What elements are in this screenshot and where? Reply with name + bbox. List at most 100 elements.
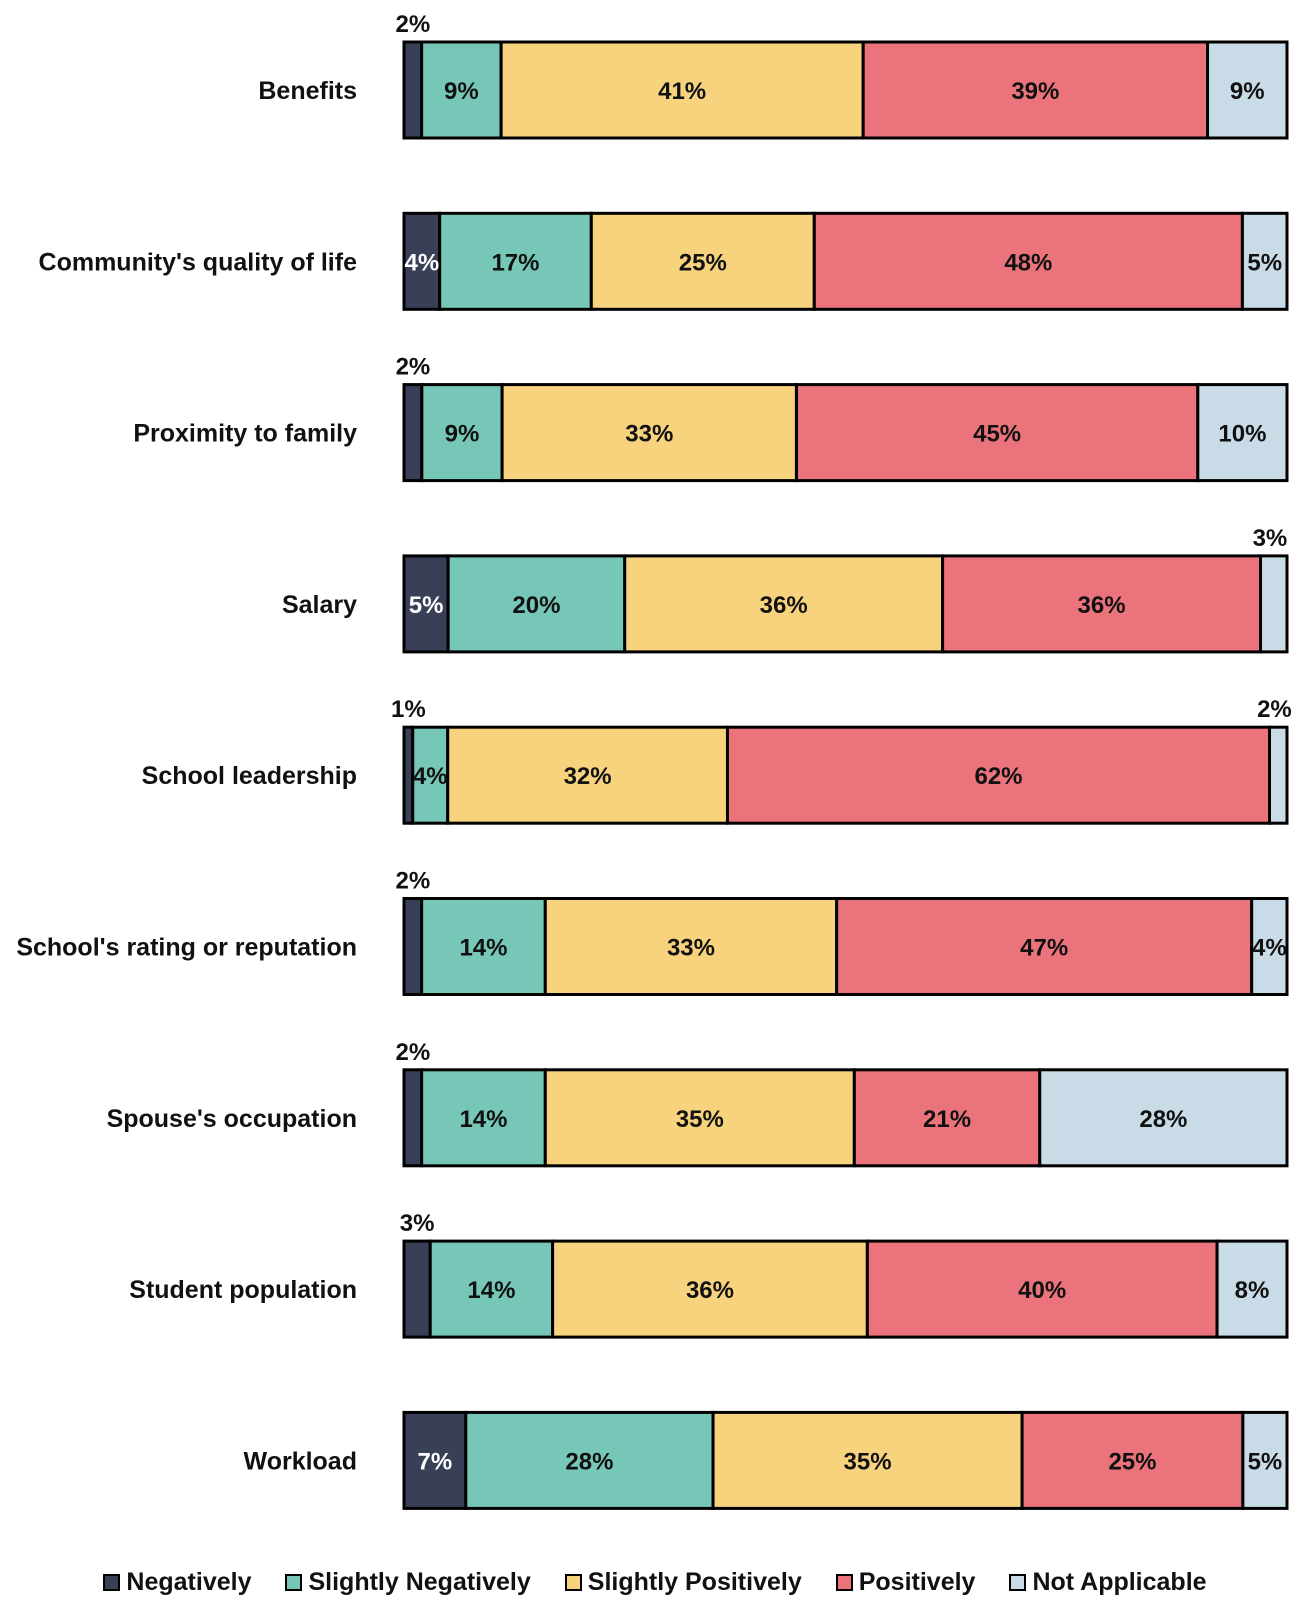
data-label: 7% — [418, 1448, 453, 1475]
data-label: 20% — [512, 592, 560, 619]
category-label: Community's quality of life — [39, 248, 358, 276]
bar-row-school-s-rating-or-reputation: School's rating or reputation 2% 14% 33% 47%… — [16, 868, 1289, 996]
data-label: 2% — [1257, 696, 1292, 723]
stacked-bar-chart: Benefits 2% 9% 41% 39% 9% Community's quality … — [16, 11, 1292, 1510]
data-label: 10% — [1218, 421, 1266, 448]
category-label: Proximity to family — [133, 420, 357, 448]
data-label: 35% — [676, 1106, 724, 1133]
legend-item-positively: Positively — [835, 1568, 976, 1597]
data-label: 8% — [1235, 1277, 1270, 1304]
data-label: 41% — [658, 78, 706, 105]
data-label: 36% — [760, 592, 808, 619]
category-label: Salary — [282, 591, 357, 619]
category-label: School's rating or reputation — [16, 934, 357, 962]
legend-label: Slightly Negatively — [308, 1568, 531, 1596]
category-label: Student population — [129, 1276, 357, 1304]
bar-segment-negatively — [402, 211, 442, 311]
bar-segment-negatively — [402, 1410, 468, 1510]
data-label: 4% — [1252, 935, 1287, 962]
bar-segment-not-applicable — [1196, 383, 1289, 483]
data-label: 33% — [625, 421, 673, 448]
bar-segment-slightly-negatively — [464, 1410, 715, 1510]
legend-swatch — [835, 1574, 853, 1591]
bar-segment-positively — [941, 554, 1263, 654]
bar-segment-not-applicable — [1268, 725, 1289, 825]
data-label: 36% — [1078, 592, 1126, 619]
data-label: 17% — [491, 249, 539, 276]
bar-row-proximity-to-family: Proximity to family 2% 9% 33% 45% 10% — [133, 354, 1289, 483]
data-label: 1% — [391, 696, 426, 723]
bar-segment-positively — [812, 211, 1244, 311]
data-label: 14% — [459, 1106, 507, 1133]
data-label: 9% — [444, 78, 479, 105]
data-label: 62% — [974, 763, 1022, 790]
bar-segment-positively — [1020, 1410, 1245, 1510]
bar-segment-negatively — [402, 1068, 424, 1168]
legend-item-slightly-positively: Slightly Positively — [564, 1568, 802, 1597]
data-label: 40% — [1018, 1277, 1066, 1304]
bar-segment-positively — [794, 383, 1200, 483]
bar-segment-slightly-negatively — [411, 725, 450, 825]
bar-row-student-population: Student population 3% 14% 36% 40% 8% — [129, 1210, 1289, 1339]
bar-segment-positively — [865, 1239, 1219, 1339]
category-label: School leadership — [142, 762, 357, 790]
bar-segment-slightly-negatively — [420, 1068, 547, 1168]
bar-segment-negatively — [402, 1239, 432, 1339]
bar-segment-slightly-negatively — [420, 383, 504, 483]
data-label: 48% — [1004, 249, 1052, 276]
data-label: 2% — [395, 868, 430, 895]
legend-item-slightly-negatively: Slightly Negatively — [285, 1568, 531, 1597]
data-label: 35% — [844, 1448, 892, 1475]
bar-segment-not-applicable — [1206, 40, 1289, 140]
data-label: 2% — [396, 354, 431, 381]
category-label: Workload — [244, 1447, 357, 1475]
bar-segment-slightly-negatively — [438, 211, 593, 311]
legend-label: Negatively — [126, 1568, 252, 1596]
data-label: 5% — [409, 592, 444, 619]
data-label: 28% — [565, 1448, 613, 1475]
bar-row-school-leadership: School leadership 1% 4% 32% 62% 2% — [142, 696, 1292, 825]
data-label: 5% — [1248, 1448, 1283, 1475]
bar-segment-slightly-positively — [446, 725, 729, 825]
data-label: 47% — [1020, 935, 1068, 962]
bar-segment-slightly-positively — [589, 211, 816, 311]
data-label: 2% — [395, 1039, 430, 1066]
bar-segment-not-applicable — [1240, 211, 1289, 311]
data-label: 3% — [400, 1210, 435, 1237]
bar-segment-slightly-positively — [551, 1239, 869, 1339]
data-label: 28% — [1139, 1106, 1187, 1133]
data-label: 9% — [1230, 78, 1265, 105]
data-label: 4% — [413, 763, 448, 790]
legend-label: Positively — [858, 1568, 976, 1596]
bar-segment-slightly-negatively — [420, 40, 503, 140]
bar-segment-not-applicable — [1038, 1068, 1289, 1168]
bar-row-community-s-quality-of-life: Community's quality of life 4% 17% 25% 48% 5% — [39, 211, 1289, 311]
bar-segment-negatively — [402, 554, 450, 654]
legend-item-negatively: Negatively — [103, 1568, 251, 1597]
data-label: 32% — [564, 763, 612, 790]
data-label: 14% — [459, 935, 507, 962]
bar-segment-negatively — [402, 897, 424, 996]
legend-item-not-applicable: Not Applicable — [1009, 1568, 1207, 1597]
chart-legend: Negatively Slightly Negatively Slightly Po… — [0, 1568, 1310, 1597]
bar-segment-not-applicable — [1250, 897, 1289, 996]
bar-segment-negatively — [402, 40, 424, 140]
data-label: 25% — [1108, 1448, 1156, 1475]
bar-row-benefits: Benefits 2% 9% 41% 39% 9% — [258, 11, 1289, 140]
bar-segment-slightly-positively — [499, 40, 865, 140]
bar-segment-positively — [852, 1068, 1042, 1168]
data-label: 45% — [973, 421, 1021, 448]
bar-segment-negatively — [402, 383, 424, 483]
data-label: 25% — [679, 249, 727, 276]
category-label: Spouse's occupation — [107, 1105, 357, 1133]
category-label: Benefits — [258, 77, 357, 105]
data-label: 4% — [404, 249, 439, 276]
legend-label: Slightly Positively — [587, 1568, 802, 1596]
bar-row-workload: Workload 7% 28% 35% 25% 5% — [244, 1410, 1289, 1510]
bar-segment-not-applicable — [1215, 1239, 1289, 1339]
data-label: 39% — [1011, 78, 1059, 105]
data-label: 36% — [686, 1277, 734, 1304]
data-label: 2% — [395, 11, 430, 38]
legend-swatch — [564, 1574, 582, 1591]
legend-swatch — [1009, 1574, 1027, 1591]
